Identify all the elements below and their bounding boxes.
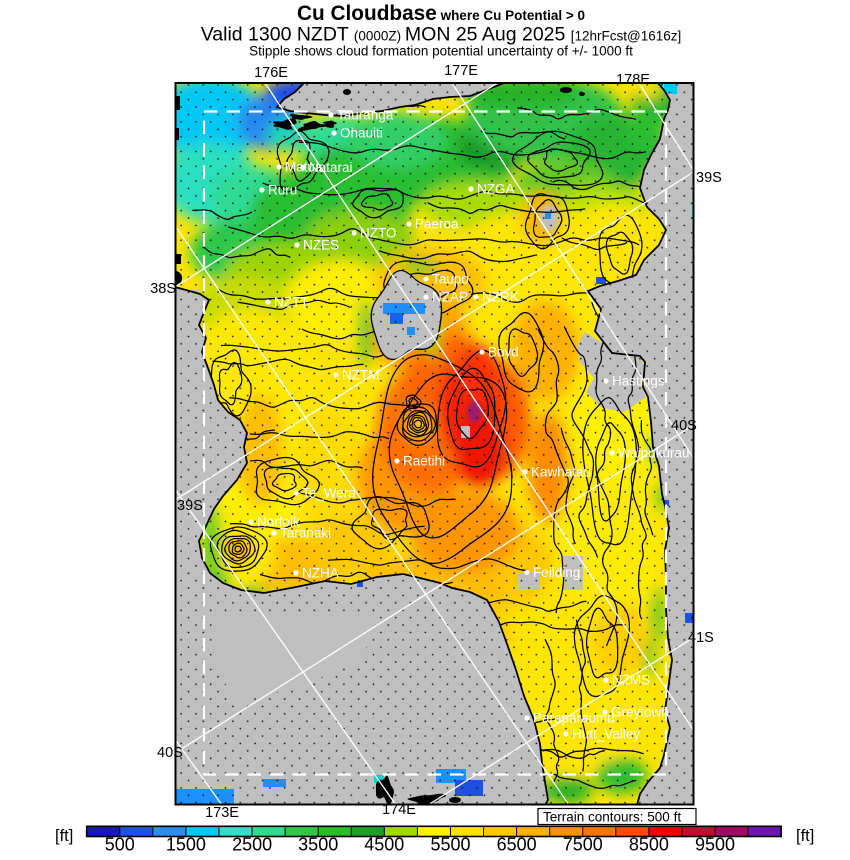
svg-text:173E: 173E xyxy=(205,805,239,821)
svg-text:Taupo: Taupo xyxy=(432,272,469,287)
svg-text:Te_Wera: Te_Wera xyxy=(302,486,356,501)
svg-text:40S: 40S xyxy=(671,418,697,434)
svg-text:176E: 176E xyxy=(254,65,288,81)
svg-text:Feilding: Feilding xyxy=(533,565,580,580)
svg-text:[ft]: [ft] xyxy=(796,827,814,845)
svg-text:Terrain contours: 500 ft: Terrain contours: 500 ft xyxy=(543,810,681,825)
svg-text:NZRK: NZRK xyxy=(482,290,519,305)
svg-text:41S: 41S xyxy=(688,630,714,646)
svg-text:Paraparaumu: Paraparaumu xyxy=(533,711,615,726)
svg-text:2500: 2500 xyxy=(232,835,272,855)
svg-text:Greytown: Greytown xyxy=(611,705,669,720)
svg-text:5500: 5500 xyxy=(430,835,470,855)
svg-text:Waipukurau: Waipukurau xyxy=(618,446,690,461)
svg-text:NZTM: NZTM xyxy=(342,368,380,383)
svg-text:3500: 3500 xyxy=(298,835,338,855)
svg-text:38S: 38S xyxy=(150,281,176,297)
svg-text:Stipple shows cloud formation: Stipple shows cloud formation potential … xyxy=(249,44,633,59)
svg-text:Hastings: Hastings xyxy=(612,374,665,389)
svg-text:[ft]: [ft] xyxy=(55,827,73,845)
svg-text:Ruru: Ruru xyxy=(268,183,297,198)
svg-text:7500: 7500 xyxy=(563,835,603,855)
svg-text:Kawhatau: Kawhatau xyxy=(531,465,591,480)
svg-text:Taranaki: Taranaki xyxy=(280,526,331,541)
svg-text:Boyd: Boyd xyxy=(488,345,519,360)
svg-text:Valid 1300 NZDT (0000Z) MON 25: Valid 1300 NZDT (0000Z) MON 25 Aug 2025 … xyxy=(201,24,682,46)
svg-text:4500: 4500 xyxy=(364,835,404,855)
svg-text:40S: 40S xyxy=(157,745,183,761)
svg-text:177E: 177E xyxy=(444,63,478,79)
svg-text:8500: 8500 xyxy=(629,835,669,855)
svg-text:Raetihi: Raetihi xyxy=(403,454,445,469)
svg-text:Cu Cloudbase where Cu Potentia: Cu Cloudbase where Cu Potential > 0 xyxy=(297,2,585,25)
svg-text:Hutt_Valley: Hutt_Valley xyxy=(572,727,640,742)
svg-text:Norfolk: Norfolk xyxy=(257,515,300,530)
svg-text:39S: 39S xyxy=(177,498,203,514)
svg-text:6500: 6500 xyxy=(497,835,537,855)
svg-text:Tauranga: Tauranga xyxy=(337,108,394,123)
svg-text:NZGA: NZGA xyxy=(477,182,515,197)
svg-text:174E: 174E xyxy=(382,802,416,818)
svg-text:9500: 9500 xyxy=(695,835,735,855)
svg-text:39S: 39S xyxy=(696,170,722,186)
svg-text:178E: 178E xyxy=(616,72,650,88)
svg-text:500: 500 xyxy=(105,835,135,855)
svg-text:NZAP: NZAP xyxy=(432,290,468,305)
svg-text:Paeroa: Paeroa xyxy=(415,217,459,232)
svg-text:Ohauiti: Ohauiti xyxy=(340,126,383,141)
svg-text:NZHA: NZHA xyxy=(302,566,339,581)
svg-text:NZES: NZES xyxy=(303,238,339,253)
svg-text:1500: 1500 xyxy=(166,835,206,855)
svg-text:Natarai: Natarai xyxy=(309,160,353,175)
svg-text:NZTT: NZTT xyxy=(274,295,309,310)
svg-text:NZMS: NZMS xyxy=(612,673,650,688)
svg-text:NZTO: NZTO xyxy=(360,226,397,241)
